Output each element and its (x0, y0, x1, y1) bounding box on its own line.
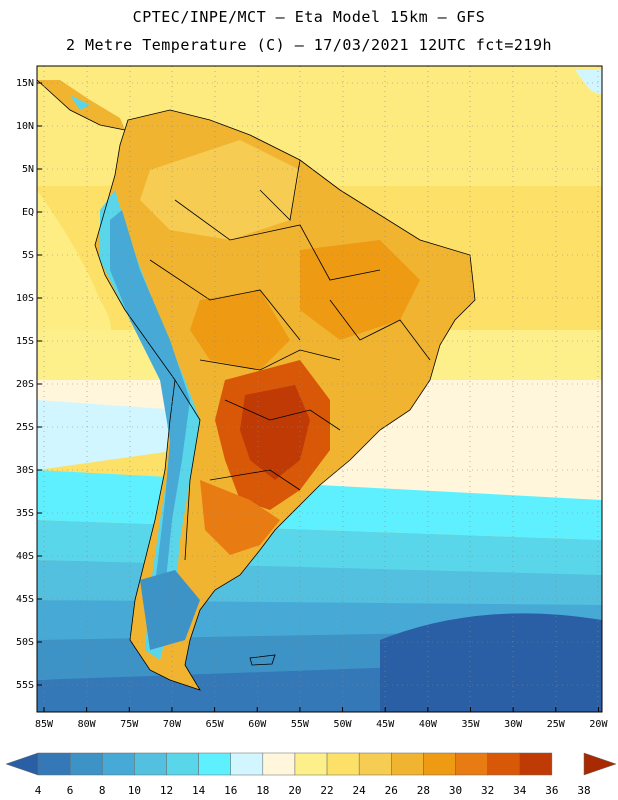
longitude-label: 75W (120, 719, 139, 730)
legend-label: 20 (288, 784, 301, 797)
map-title-line-1: CPTEC/INPE/MCT – Eta Model 15km – GFS (132, 8, 486, 26)
latitude-label: 20S (16, 379, 34, 390)
latitude-label: 45S (16, 594, 34, 605)
legend-label: 12 (160, 784, 173, 797)
longitude-label: 25W (547, 719, 566, 730)
longitude-labels: 85W 80W 75W 70W 65W 60W 55W 50W 45W 40W 35W 30W 25W 2… (35, 707, 608, 730)
legend-swatch (37, 752, 71, 776)
legend-swatch (423, 752, 456, 776)
legend-swatch (519, 752, 553, 776)
latitude-label: 50S (16, 637, 34, 648)
map-frame (36, 65, 603, 713)
legend-label: 10 (128, 784, 141, 797)
legend-label: 24 (353, 784, 367, 797)
longitude-label: 50W (334, 719, 353, 730)
latitude-label: 15N (16, 78, 34, 89)
longitude-label: 70W (163, 719, 182, 730)
longitude-label: 65W (206, 719, 225, 730)
latitude-labels: 15N 10N 5N EQ 5S 10S 15S 20S 25S 30S 35S 40S 45S 50S 5… (16, 78, 42, 691)
legend-label: 4 (35, 784, 42, 797)
latitude-label: 5N (22, 164, 34, 175)
map-title-line-2: 2 Metre Temperature (C) – 17/03/2021 12U… (65, 36, 553, 54)
latitude-label: 10N (16, 121, 34, 132)
longitude-label: 30W (504, 719, 523, 730)
legend-arrow-low (5, 752, 39, 776)
latitude-label: 30S (16, 465, 34, 476)
latitude-label: 25S (16, 422, 34, 433)
legend-swatch (391, 752, 424, 776)
longitude-label: 35W (461, 719, 480, 730)
temperature-map: 15N 10N 5N EQ 5S 10S 15S 20S 25S 30S 35S 40S 45S 50S 5… (16, 65, 608, 730)
legend-label: 38 (577, 784, 590, 797)
legend-swatch (294, 752, 328, 776)
longitude-label: 40W (419, 719, 438, 730)
legend-label: 36 (545, 784, 558, 797)
latitude-label: EQ (22, 207, 34, 218)
legend-label: 30 (449, 784, 462, 797)
legend-swatch (198, 752, 231, 776)
legend-swatch (487, 752, 521, 776)
map-plot-area (37, 66, 602, 712)
longitude-label: 45W (376, 719, 395, 730)
latitude-label: 10S (16, 293, 34, 304)
latitude-label: 55S (16, 680, 34, 691)
legend-swatch (134, 752, 167, 776)
legend-swatch (326, 752, 360, 776)
graticule (37, 66, 602, 712)
longitude-label: 80W (78, 719, 97, 730)
longitude-label: 20W (589, 719, 608, 730)
legend-label: 16 (224, 784, 237, 797)
coastline-borders (37, 79, 476, 691)
legend-label: 26 (385, 784, 398, 797)
legend-swatch (69, 752, 103, 776)
legend-swatch (358, 752, 392, 776)
legend-label: 22 (320, 784, 333, 797)
latitude-label: 35S (16, 508, 34, 519)
legend-arrow-high (583, 752, 617, 776)
legend-swatch (455, 752, 488, 776)
latitude-label: 5S (22, 250, 34, 261)
legend-swatch (101, 752, 135, 776)
legend-swatch (262, 752, 296, 776)
latitude-label: 40S (16, 551, 34, 562)
longitude-label: 55W (291, 719, 310, 730)
legend-label: 28 (417, 784, 430, 797)
legend-label: 14 (192, 784, 206, 797)
longitude-label: 85W (35, 719, 54, 730)
legend-label: 34 (513, 784, 527, 797)
legend-swatch (166, 752, 199, 776)
legend-label: 8 (99, 784, 106, 797)
legend-label: 6 (67, 784, 74, 797)
legend-swatch (230, 752, 264, 776)
latitude-label: 15S (16, 336, 34, 347)
legend-label: 18 (256, 784, 269, 797)
legend-label: 32 (481, 784, 494, 797)
color-scale-legend: 4 6 8 10 12 14 16 18 20 22 24 26 28 30 32 34 36 38 (5, 752, 617, 797)
longitude-label: 60W (248, 719, 267, 730)
